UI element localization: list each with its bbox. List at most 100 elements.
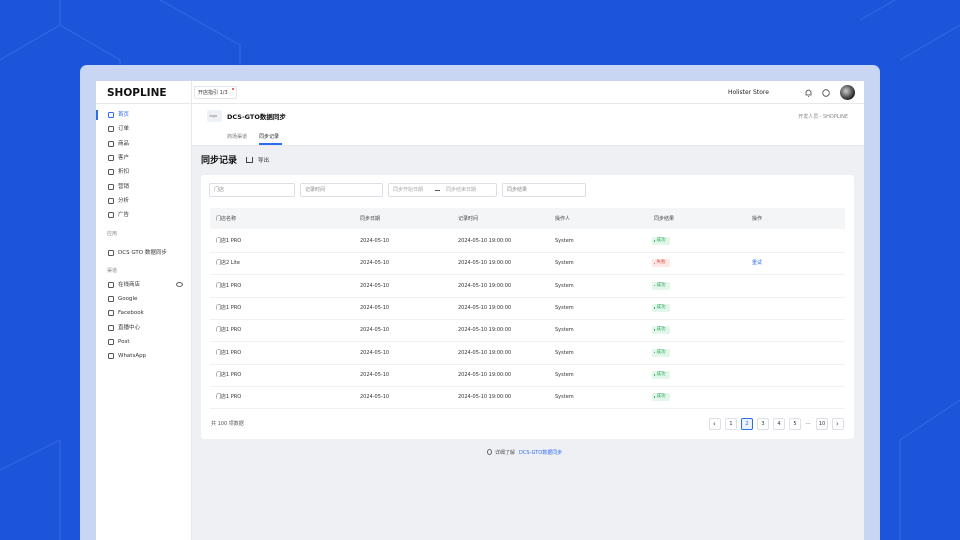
nav-item[interactable]: 订单 <box>118 126 130 133</box>
nav-icon <box>108 112 114 118</box>
nav-icon <box>108 126 114 133</box>
row-divider <box>210 341 845 343</box>
table-cell: 门店1 PRO <box>216 282 242 289</box>
status-dot <box>653 262 656 265</box>
page-arrow: ‹ <box>713 420 716 428</box>
eye-icon[interactable] <box>176 282 183 287</box>
column-header: 操作人 <box>555 215 571 222</box>
app-icon <box>108 250 114 256</box>
page-number[interactable]: 3 <box>761 421 765 427</box>
logo-box <box>207 110 222 122</box>
channel-item[interactable]: Google <box>118 296 138 303</box>
help-text: 详细了解 <box>495 449 516 456</box>
table-cell: System <box>555 349 574 356</box>
table-cell: System <box>555 260 574 267</box>
help-link[interactable]: DCS-GTO数据同步 <box>519 449 563 456</box>
table-cell: System <box>555 394 574 401</box>
table-cell: 2024-05-10 19:00:00 <box>458 238 512 244</box>
status-dot <box>653 396 656 398</box>
page-button[interactable] <box>757 418 769 430</box>
active-indicator <box>96 110 98 120</box>
table-cell: 2024-05-10 19:00:00 <box>458 327 512 334</box>
tab[interactable]: 商场渠道 <box>227 134 248 140</box>
row-action[interactable]: 重试 <box>752 260 763 267</box>
table-cell: 2024-05-10 <box>360 394 390 401</box>
filter-input[interactable] <box>300 183 383 197</box>
table-cell: 2024-05-10 <box>360 349 390 356</box>
page-button[interactable] <box>741 418 753 430</box>
nav-icon <box>108 154 114 161</box>
status-tag <box>652 303 670 312</box>
column-header: 门店名称 <box>216 215 237 222</box>
channel-item[interactable]: Facebook <box>118 310 144 317</box>
table-cell: 2024-05-10 <box>360 327 390 334</box>
page-number[interactable]: 1 <box>729 421 733 427</box>
page-button[interactable] <box>789 418 801 430</box>
table-cell: 门店2 Lite <box>216 260 240 267</box>
range-arrow <box>435 190 440 191</box>
divider <box>191 81 192 104</box>
nav-icon <box>108 140 114 147</box>
page-number[interactable]: ··· <box>805 421 811 427</box>
channel-item[interactable]: Post <box>118 338 130 345</box>
table-cell: 2024-05-10 <box>360 238 390 244</box>
status-tag <box>652 348 670 357</box>
nav-icon <box>108 183 114 190</box>
page-number[interactable]: 10 <box>818 421 826 427</box>
app-item[interactable]: DCS GTO 数据同步 <box>118 250 167 256</box>
next-page[interactable] <box>832 418 844 430</box>
table-cell: 门店1 PRO <box>216 349 242 356</box>
channel-item[interactable]: 在线商店 <box>118 282 141 288</box>
nav-item[interactable]: 商品 <box>118 140 130 147</box>
channel-item[interactable]: WhatsApp <box>118 353 147 359</box>
nav-item[interactable]: 折扣 <box>118 169 130 176</box>
page-number[interactable]: 2 <box>745 421 749 427</box>
row-divider <box>210 385 845 387</box>
filter-input[interactable] <box>209 183 295 197</box>
status-label: 成功 <box>656 394 666 400</box>
page-number[interactable]: 5 <box>793 421 797 427</box>
table-cell: 2024-05-10 <box>360 304 390 311</box>
row-divider <box>210 363 845 365</box>
nav-item[interactable]: 首页 <box>118 112 130 118</box>
status-dot <box>653 284 656 287</box>
app-title: DCS-GTO数据同步 <box>227 112 286 121</box>
channel-icon <box>108 353 114 359</box>
page-button[interactable] <box>816 418 828 430</box>
avatar[interactable] <box>840 85 855 100</box>
channel-icon <box>108 296 114 303</box>
filter-input[interactable] <box>388 183 497 197</box>
table-cell: System <box>555 304 574 311</box>
status-label: 成功 <box>656 371 666 377</box>
table-header <box>210 208 845 229</box>
filter-placeholder: 门店 <box>214 187 225 193</box>
store-switcher[interactable]: Holister Store <box>728 89 769 96</box>
table-cell: System <box>555 282 574 289</box>
prev-page[interactable] <box>709 418 721 430</box>
tab-underline <box>259 143 282 145</box>
top-bar <box>96 81 864 104</box>
nav-icon <box>108 212 114 219</box>
row-divider <box>210 408 845 410</box>
page-button[interactable] <box>725 418 737 430</box>
nav-item[interactable]: 客户 <box>118 154 130 161</box>
status-label: 成功 <box>656 238 666 243</box>
page-number[interactable]: 4 <box>777 421 781 427</box>
app-header <box>192 104 864 146</box>
column-header: 记录时间 <box>458 215 479 222</box>
filter-input[interactable] <box>502 183 586 197</box>
page-arrow: › <box>836 420 839 428</box>
export-icon[interactable] <box>246 157 253 163</box>
channel-item[interactable]: 直播中心 <box>118 324 141 331</box>
export-button[interactable]: 导出 <box>258 157 270 164</box>
page-button[interactable] <box>773 418 785 430</box>
guide-button[interactable] <box>194 86 237 99</box>
nav-item[interactable]: 营销 <box>118 183 130 190</box>
nav-item[interactable]: 分析 <box>118 197 130 204</box>
column-header: 同步结果 <box>654 215 675 222</box>
tab[interactable]: 同步记录 <box>259 134 280 140</box>
nav-item[interactable]: 广告 <box>118 212 130 219</box>
channel-icon <box>108 338 114 345</box>
status-tag <box>652 237 670 245</box>
table-cell: 2024-05-10 <box>360 282 390 289</box>
